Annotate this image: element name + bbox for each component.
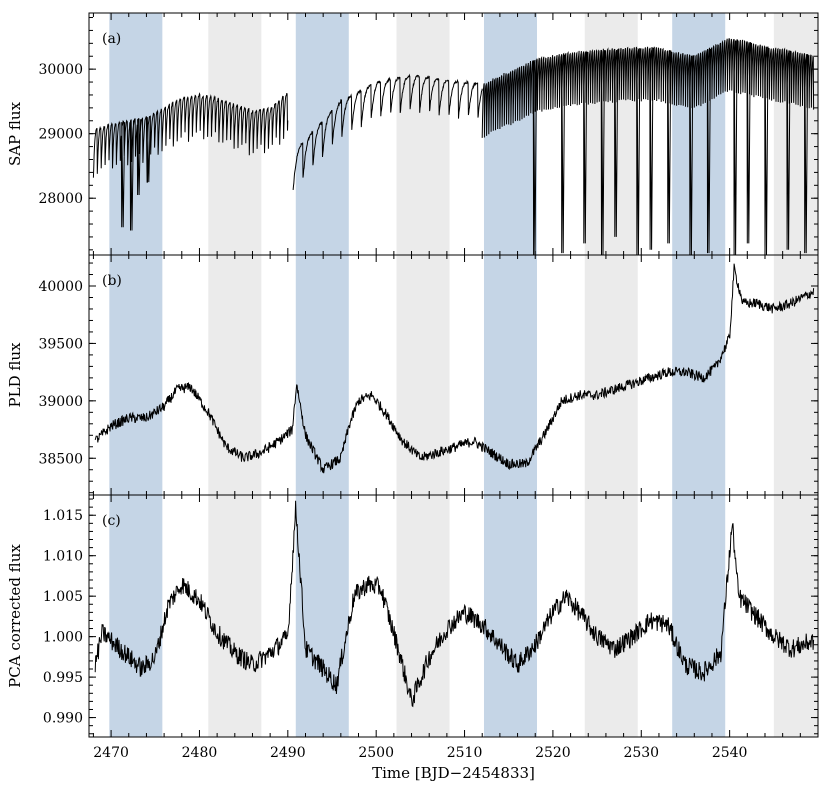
band-blue-2 [295, 495, 349, 737]
band-blue-4 [483, 495, 538, 737]
panel-frame [88, 494, 819, 738]
x-tick-label: 2520 [535, 745, 571, 761]
y-tick-label: 38500 [38, 451, 83, 467]
band-blue-0 [109, 255, 163, 495]
y-axis-title: PCA corrected flux [6, 544, 24, 688]
y-tick-label: 39000 [38, 394, 83, 410]
band-gray-5 [584, 255, 638, 495]
y-tick-label: 1.005 [43, 589, 83, 605]
panel-tag: (c) [102, 513, 121, 529]
y-tick-label: 1.000 [43, 630, 83, 646]
band-gray-7 [773, 495, 818, 737]
band-gray-5 [584, 495, 638, 737]
panel-tag: (a) [102, 31, 121, 47]
x-tick-label: 2530 [623, 745, 659, 761]
x-tick-label: 2510 [447, 745, 483, 761]
band-gray-1 [208, 255, 262, 495]
x-tick-label: 2490 [270, 745, 306, 761]
band-blue-2 [295, 255, 349, 495]
y-tick-label: 40000 [38, 279, 83, 295]
x-tick-label: 2540 [712, 745, 748, 761]
y-axis-title: SAP flux [6, 101, 24, 166]
band-gray-7 [773, 255, 818, 495]
band-gray-3 [396, 13, 450, 255]
x-tick-label: 2480 [182, 745, 218, 761]
panel-c: 0.990 0.995 1.000 1.005 1.010 1.015 (c) PCA cor… [6, 494, 819, 738]
y-axis-title: PLD flux [6, 342, 24, 408]
y-tick-label: 39500 [38, 336, 83, 352]
band-blue-4 [483, 255, 538, 495]
series-line-c [94, 500, 815, 708]
y-tick-label: 1.010 [43, 549, 83, 565]
y-tick-label: 30000 [38, 62, 83, 78]
series-line-b [94, 263, 815, 474]
panel-b: 38500 39000 39500 40000 (b) PLD flux [6, 254, 819, 496]
y-tick-label: 28000 [38, 191, 83, 207]
band-gray-3 [396, 495, 450, 737]
y-tick-label: 0.995 [43, 670, 83, 686]
series-line-a [92, 38, 815, 255]
y-tick-label: 1.015 [43, 508, 83, 524]
x-tick-label: 2470 [93, 745, 129, 761]
y-tick-label: 0.990 [43, 711, 83, 727]
x-axis-title: Time [BJD−2454833] [372, 764, 535, 782]
band-gray-1 [208, 495, 262, 737]
band-blue-6 [672, 495, 726, 737]
panel-a: 28000 29000 30000 (a) SAP flux [6, 12, 819, 256]
x-tick-label: 2500 [358, 745, 394, 761]
panel-tag: (b) [102, 273, 122, 289]
band-blue-4 [483, 13, 538, 255]
y-tick-label: 29000 [38, 127, 83, 143]
band-blue-0 [109, 495, 163, 737]
